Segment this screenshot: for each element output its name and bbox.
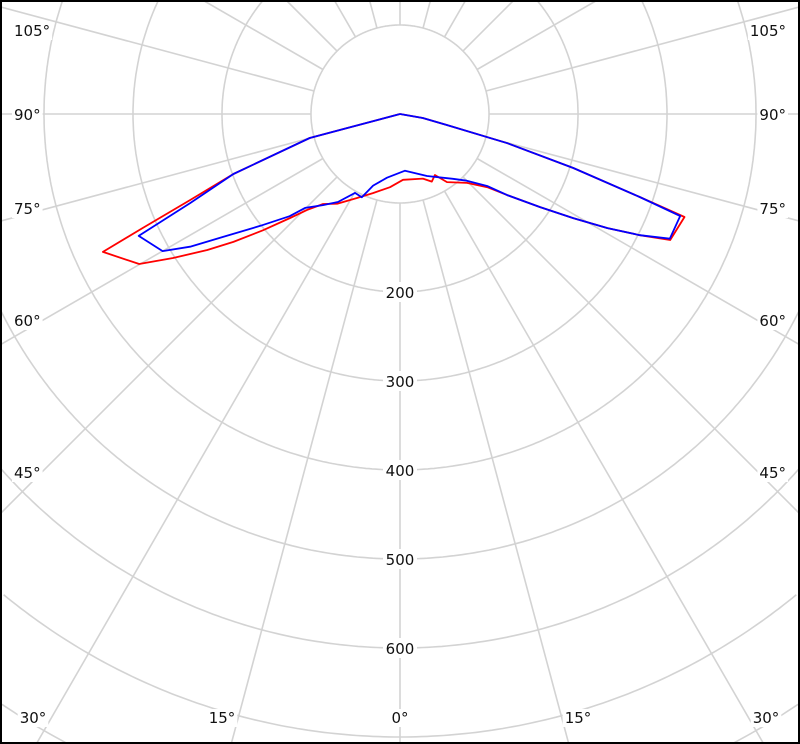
radial-label-400: 400	[386, 462, 415, 480]
grid-ring-600	[0, 467, 400, 649]
radial-label-500: 500	[386, 551, 415, 569]
grid-ring-400	[43, 0, 400, 471]
angle-label-right-105: 105°	[750, 22, 786, 40]
grid-spoke-135	[462, 0, 515, 52]
series-1-line	[137, 113, 682, 253]
radial-label-bg	[383, 282, 417, 302]
grid-spoke-225	[285, 0, 338, 52]
angle-label-left-60: 60°	[14, 312, 41, 330]
angle-label-left-75: 75°	[14, 200, 41, 218]
radial-label-200: 200	[386, 284, 415, 302]
grid-spoke-315	[0, 176, 338, 515]
grid-spoke-60	[476, 157, 800, 346]
grid-ring-700	[3, 594, 400, 738]
radial-label-bg	[383, 371, 417, 391]
angle-label-right-75: 75°	[759, 200, 786, 218]
grid-spoke-255	[0, 6, 315, 92]
angle-label-bg	[750, 709, 782, 727]
radial-label-300: 300	[386, 373, 415, 391]
angle-label-left-45: 45°	[14, 464, 41, 482]
angle-label-right-45: 45°	[759, 464, 786, 482]
angle-label-bottom-0: 0°	[391, 709, 408, 727]
grid-spoke-30	[443, 190, 765, 744]
angle-label-bottom-15l: 15°	[209, 709, 236, 727]
grid-ring-700	[400, 594, 797, 738]
grid-ring-500	[400, 308, 800, 560]
grid-spoke-105	[485, 6, 800, 92]
angle-label-bg	[757, 312, 788, 330]
angle-label-bg	[747, 22, 788, 40]
angle-label-left-90: 90°	[14, 106, 41, 124]
grid-ring-200	[400, 0, 579, 293]
angle-label-bottom-30r: 30°	[753, 709, 780, 727]
radial-label-bg	[383, 460, 417, 480]
angle-label-bg	[757, 200, 788, 218]
radial-labels: 200 300 400 500 600	[383, 282, 417, 658]
grid-spoke-150	[443, 0, 467, 38]
angle-label-bg	[12, 106, 43, 124]
angle-label-bg	[17, 709, 49, 727]
grid-ring-600	[400, 467, 800, 649]
curves	[102, 113, 686, 265]
angle-label-bg	[206, 709, 238, 727]
grid-spoke-15	[422, 199, 570, 744]
angle-label-bg	[757, 106, 788, 124]
grid-ring-400	[400, 0, 757, 471]
angle-label-bg	[12, 312, 43, 330]
grid-ring-200	[221, 0, 400, 293]
angle-labels: 105° 90° 75° 60° 45° 30° 15° 0° 15° 30° …	[12, 22, 788, 727]
angle-label-bg	[12, 464, 43, 482]
radial-label-bg	[383, 549, 417, 569]
grid-spoke-330	[35, 190, 357, 744]
angle-label-bg	[757, 464, 788, 482]
grid-spoke-345	[230, 199, 378, 744]
grid-spoke-285	[0, 136, 315, 222]
angle-label-bottom-30l: 30°	[20, 709, 47, 727]
angle-label-bg	[12, 200, 43, 218]
grid-ring-500	[0, 308, 400, 560]
grid-ring-300	[400, 0, 668, 382]
grid-spoke-165	[422, 0, 432, 29]
grid-spoke-120	[476, 0, 598, 71]
angle-label-right-60: 60°	[759, 312, 786, 330]
grid-spoke-210	[333, 0, 357, 38]
grid-spoke-195	[368, 0, 378, 29]
grid-spoke-45	[462, 176, 800, 515]
series-0-line	[102, 113, 686, 265]
angle-label-bg	[562, 709, 594, 727]
grid-spoke-300	[0, 157, 324, 346]
angle-label-bg	[389, 709, 411, 727]
grid-spoke-240	[202, 0, 324, 71]
grid-spoke-75	[485, 136, 800, 222]
angle-label-bottom-15r: 15°	[565, 709, 592, 727]
angle-label-bg	[12, 22, 53, 40]
angle-label-right-90: 90°	[759, 106, 786, 124]
radial-label-600: 600	[386, 640, 415, 658]
radial-label-bg	[383, 638, 417, 658]
angle-label-left-105: 105°	[14, 22, 50, 40]
